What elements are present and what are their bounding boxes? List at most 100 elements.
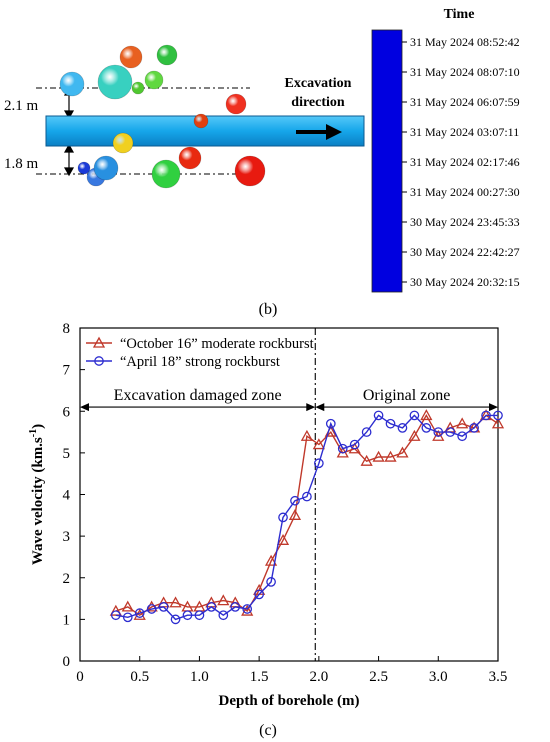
data-point <box>230 602 241 612</box>
event-sphere <box>119 45 143 69</box>
plot-frame <box>79 327 499 662</box>
x-tick-label: 3.0 <box>429 669 448 685</box>
data-point <box>170 614 181 625</box>
data-point <box>420 409 433 421</box>
data-point <box>384 450 397 462</box>
y-axis-label-close: ) <box>30 424 46 429</box>
zone-arrow-right <box>306 403 316 412</box>
data-point <box>218 610 229 621</box>
data-point <box>385 418 396 429</box>
data-point <box>337 443 348 454</box>
zone-label: Original zone <box>363 387 451 404</box>
data-point <box>254 589 264 600</box>
data-point <box>409 410 420 421</box>
data-point <box>217 594 230 606</box>
y-tick-label: 8 <box>63 321 71 337</box>
zone-annotations: Excavation damaged zone Original zone <box>80 328 498 661</box>
axes-text: 0 0.5 1.0 1.5 2.0 2.5 3.0 3.5 0 1 2 3 4 5 6 7 8 Depth of … <box>28 321 507 709</box>
event-sphere <box>97 64 133 100</box>
data-point <box>457 431 468 442</box>
event-sphere <box>93 155 119 181</box>
events-behind-tunnel <box>59 44 247 115</box>
y-tick-label: 6 <box>63 404 71 420</box>
zone-arrow-left <box>80 403 89 412</box>
data-point <box>276 533 290 545</box>
colorbar-title: Time <box>444 7 475 22</box>
colorbar <box>371 29 403 293</box>
data-point <box>491 417 505 429</box>
x-tick-label: 1.5 <box>250 669 269 685</box>
data-point <box>469 423 479 433</box>
colorbar-tick-label: 31 May 2024 08:52:42 <box>410 35 520 49</box>
panel-c: Excavation damaged zone Original zone “Oc… <box>28 321 507 739</box>
data-point <box>325 418 336 429</box>
event-sphere <box>144 70 164 90</box>
event-sphere <box>178 146 202 170</box>
event-sphere <box>77 161 91 175</box>
data-point <box>408 429 421 441</box>
x-tick-label: 2.0 <box>309 669 328 685</box>
data-point <box>206 602 217 612</box>
x-tick-label: 0 <box>76 669 84 685</box>
colorbar-tick-label: 30 May 2024 22:42:27 <box>410 245 520 259</box>
data-point <box>373 410 384 421</box>
data-point <box>278 512 288 523</box>
panel-b-label: (b) <box>259 301 278 318</box>
x-tick-label: 1.0 <box>190 669 209 685</box>
colorbar-tick-label: 31 May 2024 02:17:46 <box>410 155 520 169</box>
data-point <box>288 508 302 520</box>
data-point <box>300 429 314 441</box>
data-point <box>110 610 121 621</box>
direction-label-line2: direction <box>291 95 345 110</box>
legend-label: “October 16” moderate rockburst <box>120 336 314 352</box>
data-point <box>266 577 276 587</box>
zone-arrow-right <box>489 403 498 412</box>
data-point <box>290 495 300 506</box>
x-tick-label: 0.5 <box>130 669 149 685</box>
event-sphere <box>59 71 85 97</box>
data-point <box>481 410 491 421</box>
upper-offset-label: 2.1 m <box>4 98 39 114</box>
data-point <box>182 610 193 621</box>
event-sphere <box>151 159 181 189</box>
data-point <box>146 604 157 614</box>
x-axis-label: Depth of borehole (m) <box>219 693 360 709</box>
data-point <box>433 427 444 437</box>
data-point <box>493 410 503 421</box>
data-point <box>158 602 169 612</box>
event-sphere <box>234 155 266 187</box>
data-point <box>456 417 469 429</box>
events-in-front <box>77 113 266 189</box>
data-point <box>264 554 278 566</box>
colorbar-tick-label: 31 May 2024 03:07:11 <box>410 125 519 139</box>
series-1 <box>109 409 505 620</box>
event-sphere <box>225 93 247 115</box>
data-point <box>302 491 312 502</box>
y-tick-label: 7 <box>63 363 71 379</box>
zone-arrow-left <box>315 403 325 412</box>
legend-label: “April 18” strong rockburst <box>120 354 280 370</box>
colorbar-tick-label: 31 May 2024 08:07:10 <box>410 65 520 79</box>
data-point <box>421 423 432 433</box>
zone-label: Excavation damaged zone <box>114 387 282 404</box>
data-point <box>169 596 182 608</box>
panel-c-label: (c) <box>259 722 277 739</box>
series-2 <box>110 410 503 625</box>
data-point <box>122 612 133 623</box>
excavation-arrow <box>296 124 342 140</box>
y-axis-label-sup: -1 <box>28 429 39 437</box>
x-tick-label: 3.5 <box>489 669 508 685</box>
data-point <box>145 600 158 612</box>
legend: “October 16” moderate rockburst “April 18… <box>86 336 314 370</box>
colorbar-ticks: 31 May 2024 08:52:42 31 May 2024 08:07:10… <box>402 35 520 289</box>
data-point <box>372 450 385 462</box>
colorbar-tick-label: 30 May 2024 23:45:33 <box>410 215 520 229</box>
x-tick-label: 2.5 <box>369 669 388 685</box>
colorbar-tick-label: 31 May 2024 00:27:30 <box>410 185 520 199</box>
colorbar-tick-label: 31 May 2024 06:07:59 <box>410 95 520 109</box>
data-point <box>121 600 134 612</box>
event-sphere <box>112 132 134 154</box>
series-line <box>115 413 499 617</box>
data-point <box>314 458 324 469</box>
